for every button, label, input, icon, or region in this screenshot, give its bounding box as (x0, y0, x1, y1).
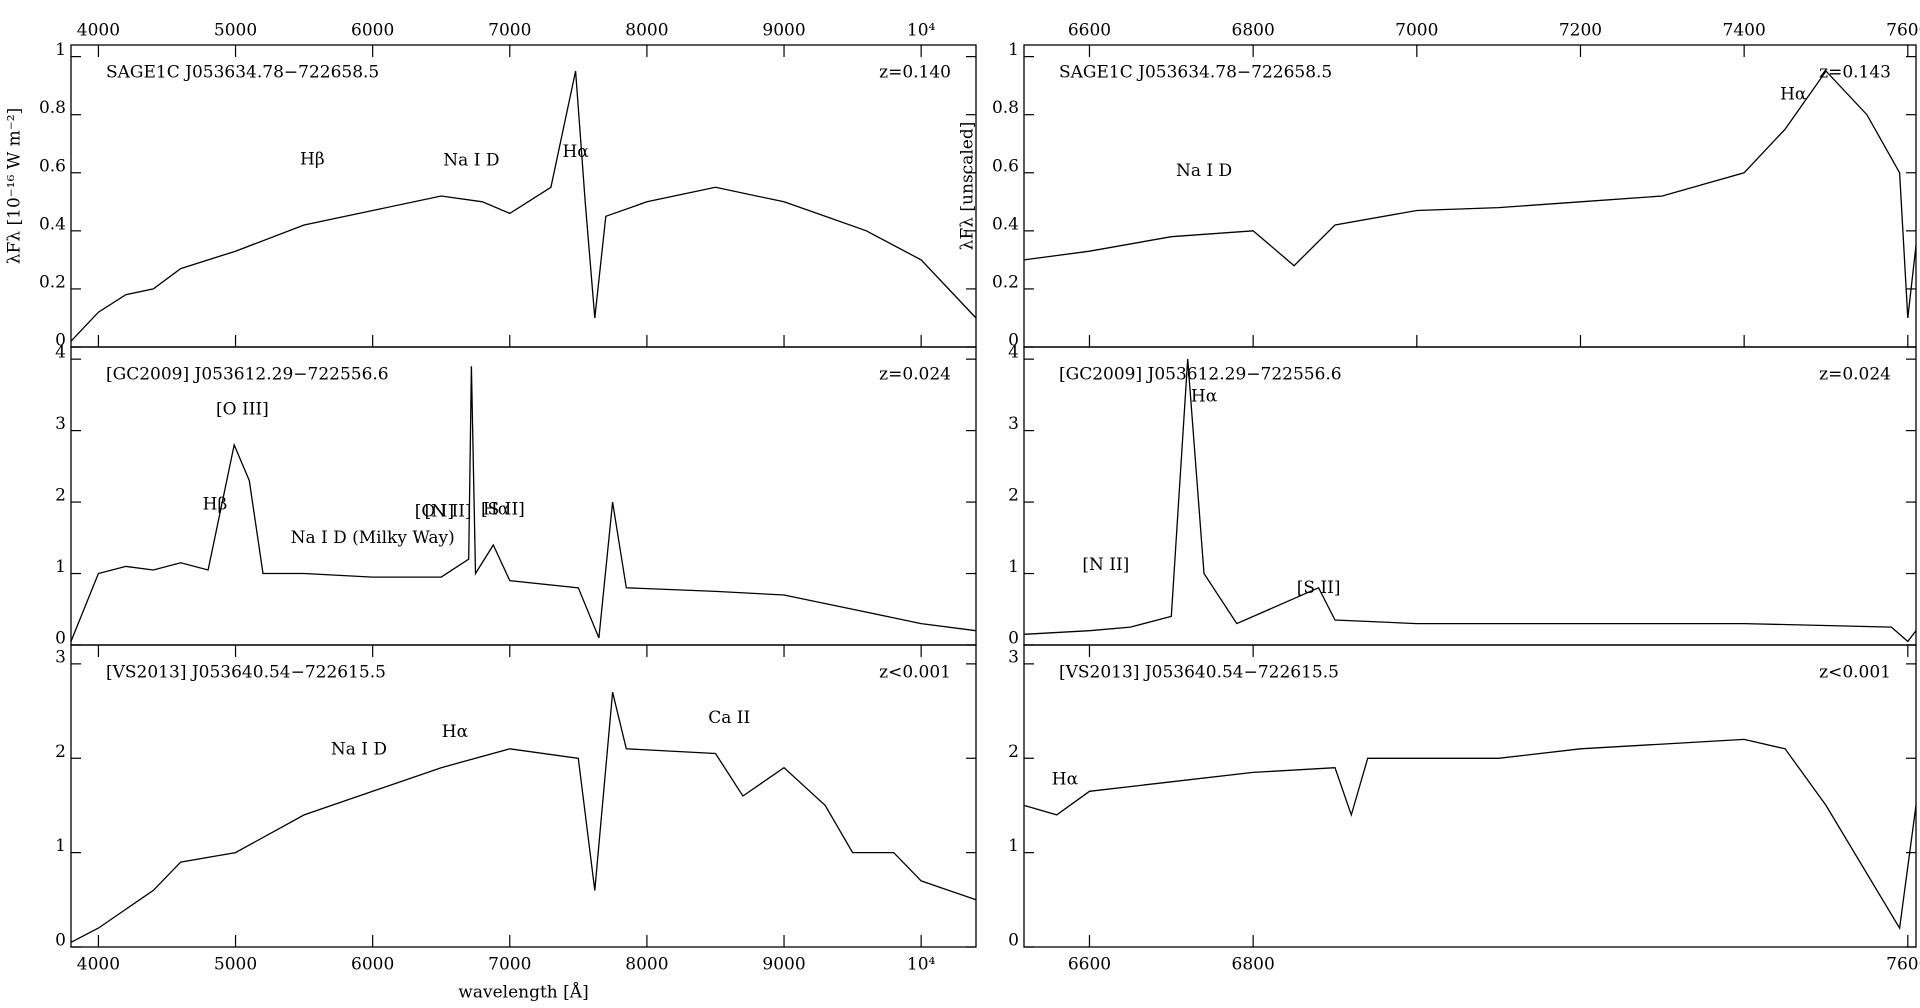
object-name: [VS2013] J053640.54−722615.5 (1059, 663, 1339, 683)
x-tick-label: 7600 (1886, 955, 1920, 975)
x-tick-label: 7000 (1395, 21, 1438, 41)
x-tick-label: 5000 (214, 21, 257, 41)
redshift-label: z=0.143 (1819, 63, 1891, 83)
object-name: [VS2013] J053640.54−722615.5 (106, 663, 386, 683)
y-tick-label: 3 (55, 647, 66, 667)
spectrum-line (1024, 359, 1916, 641)
y-tick-label: 0.6 (39, 156, 66, 176)
y-tick-label: 0.6 (992, 156, 1019, 176)
y-tick-label: 0.8 (992, 98, 1019, 118)
y-tick-label: 0 (1008, 931, 1019, 951)
y-tick-label: 1 (1008, 557, 1019, 577)
y-tick-label: 3 (1008, 647, 1019, 667)
line-annotation: Na I D (331, 739, 387, 759)
x-tick-label: 10⁴ (907, 21, 936, 41)
y-tick-label: 0.2 (39, 272, 66, 292)
x-tick-label: 7000 (488, 955, 531, 975)
spectrum-line (71, 71, 976, 341)
x-tick-label: 7600 (1886, 21, 1920, 41)
y-tick-label: 0 (55, 931, 66, 951)
line-annotation: Hα (1052, 769, 1079, 789)
plot-frame (1024, 347, 1916, 645)
line-annotation: Hβ (300, 150, 325, 170)
line-annotation: Ca II (708, 708, 750, 728)
y-tick-label: 3 (1008, 414, 1019, 434)
y-axis-label: λFλ [10⁻¹⁶ W m⁻²] (5, 108, 25, 264)
x-tick-label: 9000 (762, 21, 805, 41)
y-tick-label: 3 (55, 414, 66, 434)
x-tick-label: 7200 (1559, 21, 1602, 41)
line-annotation: [O III] (216, 399, 269, 419)
y-tick-label: 2 (55, 486, 66, 506)
y-tick-label: 4 (1008, 343, 1019, 363)
spectrum-line (71, 692, 976, 942)
x-tick-label: 6800 (1232, 21, 1275, 41)
y-tick-label: 2 (1008, 486, 1019, 506)
redshift-label: z<0.001 (1819, 663, 1891, 683)
plot-frame (71, 45, 976, 347)
y-tick-label: 1 (1008, 40, 1019, 60)
y-axis-label: λFλ [unscaled] (958, 122, 978, 251)
line-annotation: [N II] (1082, 555, 1129, 575)
line-annotation: Na I D (Milky Way) (291, 528, 455, 548)
line-annotation: Na I D (443, 151, 499, 171)
chart: 00.20.40.60.8140005000600070008000900010… (0, 0, 1920, 1008)
x-tick-label: 10⁴ (907, 955, 936, 975)
x-tick-label: 6600 (1068, 955, 1111, 975)
y-tick-label: 0 (55, 629, 66, 649)
redshift-label: z<0.001 (879, 663, 951, 683)
x-tick-label: 8000 (625, 21, 668, 41)
redshift-label: z=0.024 (1819, 365, 1891, 385)
line-annotation: [S II] (1297, 578, 1341, 598)
object-name: SAGE1C J053634.78−722658.5 (106, 63, 379, 83)
x-axis-label: wavelength [Å] (458, 982, 588, 1003)
spectrum-line (1024, 71, 1916, 318)
redshift-label: z=0.024 (879, 365, 951, 385)
line-annotation: [S II] (481, 499, 525, 519)
x-tick-label: 6800 (1232, 955, 1275, 975)
line-annotation: Hα (1780, 85, 1807, 105)
x-tick-label: 4000 (77, 955, 120, 975)
object-name: SAGE1C J053634.78−722658.5 (1059, 63, 1332, 83)
y-tick-label: 2 (1008, 742, 1019, 762)
y-tick-label: 0.8 (39, 98, 66, 118)
line-annotation: Hβ (203, 494, 228, 514)
y-tick-label: 1 (55, 40, 66, 60)
line-annotation: Hα (442, 722, 469, 742)
x-tick-label: 9000 (762, 955, 805, 975)
x-tick-label: 6600 (1068, 21, 1111, 41)
y-tick-label: 1 (55, 557, 66, 577)
plot-frame (71, 645, 976, 947)
y-tick-label: 0.2 (992, 272, 1019, 292)
object-name: [GC2009] J053612.29−722556.6 (106, 365, 389, 385)
x-tick-label: 8000 (625, 955, 668, 975)
x-tick-label: 6000 (351, 955, 394, 975)
x-tick-label: 4000 (77, 21, 120, 41)
x-tick-label: 5000 (214, 955, 257, 975)
x-tick-label: 6000 (351, 21, 394, 41)
line-annotation: Na I D (1176, 161, 1232, 181)
y-tick-label: 4 (55, 343, 66, 363)
line-annotation: [O I] (415, 502, 454, 522)
x-tick-label: 7000 (488, 21, 531, 41)
x-tick-label: 7400 (1723, 21, 1766, 41)
object-name: [GC2009] J053612.29−722556.6 (1059, 365, 1342, 385)
line-annotation: Hα (1191, 387, 1218, 407)
plot-frame (1024, 645, 1916, 947)
spectrum-line (1024, 739, 1916, 928)
y-tick-label: 0.4 (992, 214, 1019, 234)
y-tick-label: 2 (55, 742, 66, 762)
y-tick-label: 1 (55, 836, 66, 856)
y-tick-label: 0.4 (39, 214, 66, 234)
y-tick-label: 0 (1008, 629, 1019, 649)
redshift-label: z=0.140 (879, 63, 951, 83)
line-annotation: Hα (562, 142, 589, 162)
y-tick-label: 1 (1008, 836, 1019, 856)
